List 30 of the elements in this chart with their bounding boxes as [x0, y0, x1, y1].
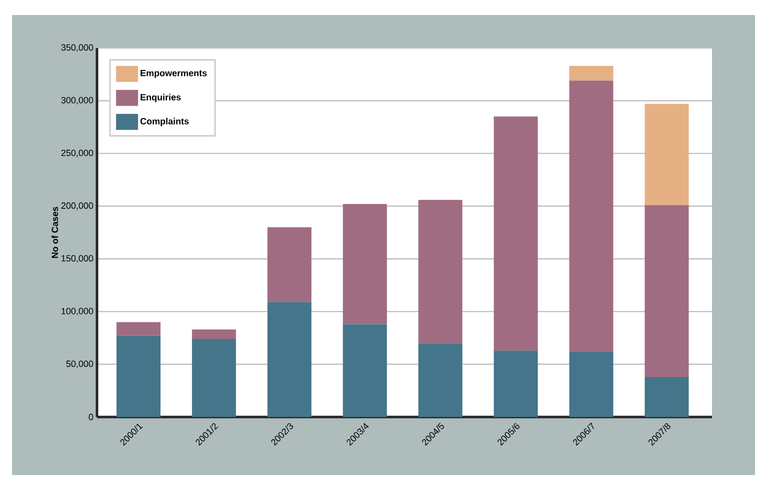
y-tick-label: 350,000 — [61, 44, 94, 52]
bar — [569, 352, 614, 417]
y-tick-label: 150,000 — [62, 255, 94, 263]
bar — [418, 343, 462, 417]
bar — [644, 376, 689, 417]
bar — [116, 322, 161, 336]
bar — [192, 329, 236, 339]
y-tick-label: 250,000 — [61, 150, 94, 158]
y-tick-label: 300,000 — [61, 96, 94, 104]
y-axis-title: No of Cases — [51, 206, 58, 258]
legend-label: Enquiries — [140, 94, 181, 102]
bar — [192, 338, 236, 417]
bar — [116, 336, 161, 417]
y-tick-label: 50,000 — [66, 360, 94, 368]
legend-label: Empowerments — [140, 70, 207, 78]
y-tick-label: 100,000 — [62, 308, 94, 316]
bar — [267, 227, 312, 302]
y-tick-label: 200,000 — [61, 202, 94, 210]
bar — [494, 350, 538, 417]
bar — [644, 205, 689, 377]
legend-label: Complaints — [140, 118, 189, 126]
bar — [494, 116, 538, 351]
bar — [644, 104, 689, 206]
bar — [267, 302, 312, 417]
bar — [569, 66, 614, 81]
bar — [418, 200, 462, 344]
y-tick-label: 0 — [88, 414, 94, 420]
bar — [342, 324, 387, 417]
bar — [342, 204, 387, 324]
bar — [569, 80, 614, 352]
